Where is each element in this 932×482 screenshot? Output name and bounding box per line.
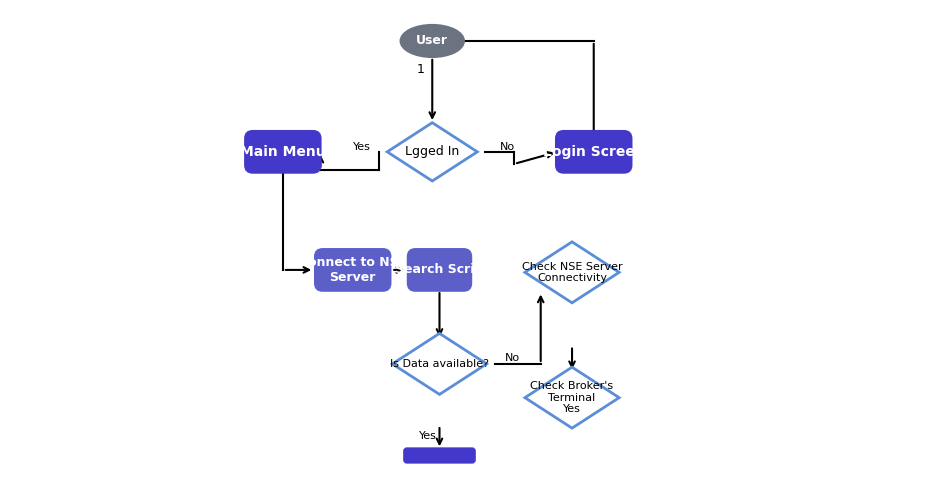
- FancyBboxPatch shape: [315, 250, 391, 290]
- Text: Login Screen: Login Screen: [542, 145, 645, 159]
- Polygon shape: [387, 122, 477, 181]
- Text: No: No: [500, 142, 514, 152]
- Text: Check NSE Server
Connectivity: Check NSE Server Connectivity: [522, 262, 623, 283]
- FancyBboxPatch shape: [556, 131, 631, 172]
- FancyBboxPatch shape: [245, 131, 321, 172]
- Polygon shape: [525, 367, 619, 428]
- Text: User: User: [417, 35, 448, 47]
- Text: Check Broker's
Terminal
Yes: Check Broker's Terminal Yes: [530, 381, 613, 414]
- Text: Is Data available?: Is Data available?: [390, 359, 489, 369]
- Text: 1: 1: [417, 64, 424, 76]
- Text: Yes: Yes: [353, 142, 371, 152]
- Ellipse shape: [401, 25, 463, 56]
- Polygon shape: [525, 242, 619, 303]
- Text: Connect to NSE
Server: Connect to NSE Server: [298, 256, 406, 284]
- FancyBboxPatch shape: [408, 250, 471, 290]
- Text: Search Scrip: Search Scrip: [395, 264, 484, 276]
- Text: Main Menu: Main Menu: [240, 145, 325, 159]
- Polygon shape: [392, 334, 487, 394]
- FancyBboxPatch shape: [404, 449, 474, 462]
- Text: Yes: Yes: [419, 431, 437, 441]
- Text: No: No: [505, 353, 520, 362]
- Text: Lgged In: Lgged In: [405, 146, 459, 158]
